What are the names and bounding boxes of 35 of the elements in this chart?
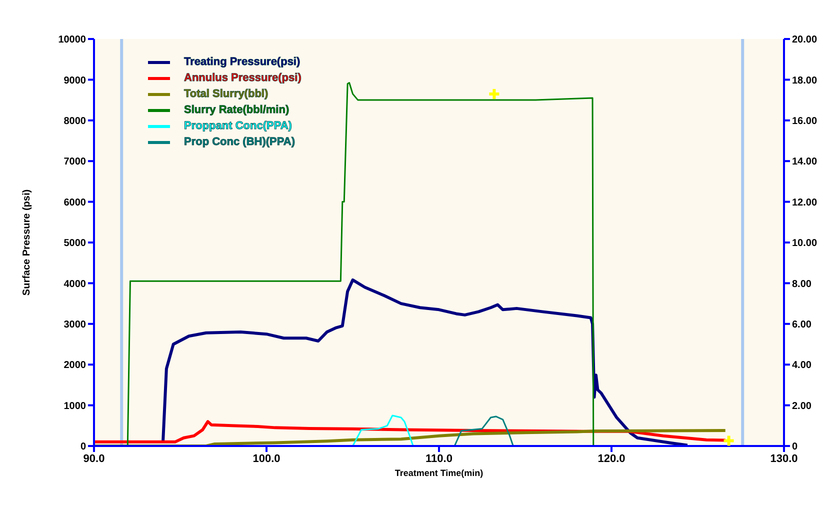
y2-tick-label: 12.00 [792,197,818,208]
y2-tick-label: 2.00 [792,400,812,412]
y2-tick-label: 6.00 [792,319,812,330]
y-tick-label: 7000 [64,156,86,168]
y2-tick-label: 10.00 [792,238,818,250]
y-tick-label: 2000 [64,360,86,372]
legend-label: Prop Conc (BH)(PPA) [184,135,296,150]
y2-tick-label: 16.00 [792,116,818,127]
y2-tick-label: 8.00 [792,278,812,290]
y-axis-title: Surface Pressure (psi) [22,189,33,296]
y2-tick-label: 20.00 [792,34,818,46]
x-tick-label: 120.0 [598,452,626,465]
x-tick-label: 100.0 [252,452,280,465]
y2-tick-label: 18.00 [792,75,818,86]
y2-tick-label: 14.00 [792,156,818,168]
legend-label: Slurry Rate(bbl/min) [184,103,290,118]
y-tick-label: 6000 [64,197,86,208]
y2-tick-label: 0 [792,442,798,453]
x-tick-label: 130.0 [770,452,798,465]
x-axis-title: Treatment Time(min) [394,468,484,478]
y-tick-label: 4000 [64,278,86,290]
legend-label: Proppant Conc(PPA) [184,119,292,134]
legend-label: Treating Pressure(psi) [184,55,300,70]
legend-label: Annulus Pressure(psi) [184,71,302,86]
y-tick-label: 1000 [64,400,86,412]
x-tick-label: 110.0 [426,452,452,465]
y2-tick-label: 4.00 [792,360,812,372]
y-tick-label: 0 [80,442,86,453]
y-tick-label: 9000 [64,75,86,86]
y-tick-label: 5000 [64,238,86,250]
y-tick-label: 10000 [58,34,86,46]
y-tick-label: 3000 [64,319,86,330]
y-tick-label: 8000 [64,116,86,127]
x-tick-label: 90.0 [83,452,105,465]
legend-label: Total Slurry(bbl) [184,87,268,102]
